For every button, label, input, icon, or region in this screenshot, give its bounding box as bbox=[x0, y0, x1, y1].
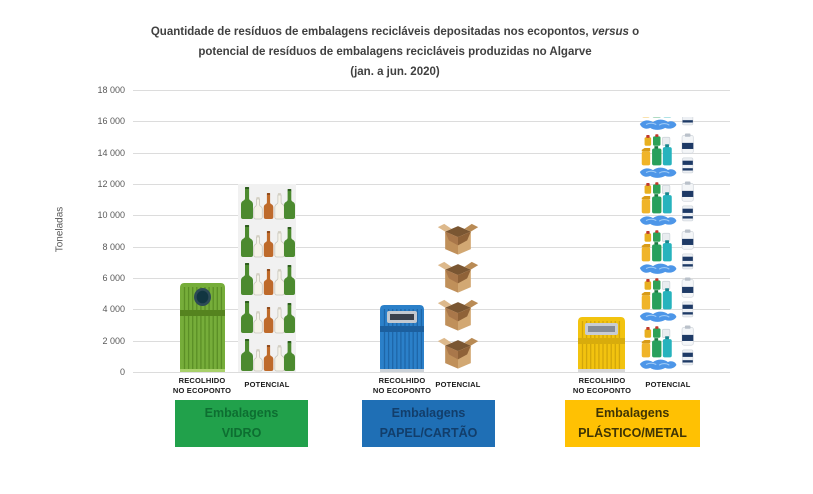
glass-recycling-bin-icon bbox=[180, 283, 225, 372]
y-tick-label: 10 000 bbox=[97, 210, 125, 220]
chart-title-line2: potencial de resíduos de embalagens reci… bbox=[198, 46, 592, 58]
chart-title-line1-italic: versus bbox=[591, 26, 629, 38]
bar-potencial-vidro bbox=[238, 184, 296, 372]
label-potencial-vidro: POTENCIAL bbox=[244, 380, 290, 389]
bar-recolhido-vidro bbox=[180, 283, 225, 372]
category-text: Embalagens bbox=[595, 406, 670, 421]
glass-bottles-row-icon bbox=[239, 296, 295, 334]
chart-title: Quantidade de resíduos de embalagens rec… bbox=[40, 22, 750, 82]
label-recolhido-vidro: RECOLHIDO NO ECOPONTO bbox=[157, 376, 247, 395]
chart-title-line1-post: o bbox=[628, 26, 640, 38]
plot-area: 18 000 16 000 14 000 12 000 10 000 8 000 6 000… bbox=[97, 85, 730, 377]
y-tick-label: 14 000 bbox=[97, 148, 125, 158]
plastic-containers-icon bbox=[638, 117, 698, 132]
bar-potencial-papel bbox=[430, 218, 486, 372]
gridline bbox=[133, 121, 730, 122]
label-text: RECOLHIDO bbox=[178, 376, 226, 385]
cardboard-box-icon bbox=[436, 296, 480, 334]
cardboard-box-icon bbox=[436, 334, 480, 372]
chart-title-line1: Quantidade de resíduos de embalagens rec… bbox=[40, 22, 750, 42]
label-text: RECOLHIDO bbox=[378, 376, 426, 385]
bar-recolhido-papel bbox=[380, 305, 424, 372]
glass-bottles-row-icon bbox=[239, 220, 295, 258]
gridline bbox=[133, 247, 730, 248]
label-potencial-plastico: POTENCIAL bbox=[645, 380, 691, 389]
label-recolhido-papel: RECOLHIDO NO ECOPONTO bbox=[357, 376, 447, 395]
y-tick-label: 12 000 bbox=[97, 179, 125, 189]
y-tick-label: 0 bbox=[119, 367, 125, 377]
category-text: Embalagens bbox=[204, 406, 279, 421]
label-text: NO ECOPONTO bbox=[572, 385, 632, 395]
category-papel-cartao: Embalagens PAPEL/CARTÃO bbox=[362, 400, 495, 447]
plastic-containers-icon bbox=[638, 324, 698, 372]
paper-recycling-bin-icon bbox=[380, 305, 424, 372]
cardboard-box-icon bbox=[436, 258, 480, 296]
plastic-containers-icon bbox=[638, 132, 698, 180]
gridline bbox=[133, 90, 730, 91]
bar-recolhido-plastico bbox=[578, 317, 625, 372]
y-tick-label: 6 000 bbox=[102, 273, 125, 283]
gridline bbox=[133, 372, 730, 373]
y-tick-label: 2 000 bbox=[102, 336, 125, 346]
y-tick-label: 18 000 bbox=[97, 85, 125, 95]
plastic-containers-icon bbox=[638, 228, 698, 276]
y-axis-title: Toneladas bbox=[54, 206, 66, 253]
cardboard-box-icon bbox=[436, 220, 480, 258]
category-vidro: Embalagens VIDRO bbox=[175, 400, 308, 447]
category-text: PLÁSTICO/METAL bbox=[578, 425, 687, 440]
gridline bbox=[133, 184, 730, 185]
glass-bottles-row-icon bbox=[239, 184, 295, 220]
label-text: NO ECOPONTO bbox=[372, 385, 432, 395]
label-text: NO ECOPONTO bbox=[172, 385, 232, 395]
glass-bottles-row-icon bbox=[239, 258, 295, 296]
glass-bottles-row-icon bbox=[239, 334, 295, 372]
category-text: Embalagens bbox=[391, 406, 466, 421]
bar-potencial-plastico bbox=[636, 117, 700, 372]
gridline bbox=[133, 309, 730, 310]
plastic-containers-icon bbox=[638, 180, 698, 228]
plastic-containers-icon bbox=[638, 276, 698, 324]
y-tick-label: 8 000 bbox=[102, 242, 125, 252]
gridline bbox=[133, 153, 730, 154]
gridline bbox=[133, 278, 730, 279]
y-tick-label: 4 000 bbox=[102, 304, 125, 314]
gridline bbox=[133, 215, 730, 216]
label-potencial-papel: POTENCIAL bbox=[435, 380, 481, 389]
gridline bbox=[133, 341, 730, 342]
category-text: VIDRO bbox=[221, 425, 262, 440]
category-text: PAPEL/CARTÃO bbox=[379, 425, 478, 440]
plastic-metal-recycling-bin-icon bbox=[578, 317, 625, 372]
category-plastico-metal: Embalagens PLÁSTICO/METAL bbox=[565, 400, 700, 447]
chart-title-line3: (jan. a jun. 2020) bbox=[350, 66, 440, 78]
label-text: RECOLHIDO bbox=[578, 376, 626, 385]
label-recolhido-plastico: RECOLHIDO NO ECOPONTO bbox=[557, 376, 647, 395]
y-tick-label: 16 000 bbox=[97, 116, 125, 126]
chart-title-line1-pre: Quantidade de resíduos de embalagens rec… bbox=[150, 26, 592, 38]
